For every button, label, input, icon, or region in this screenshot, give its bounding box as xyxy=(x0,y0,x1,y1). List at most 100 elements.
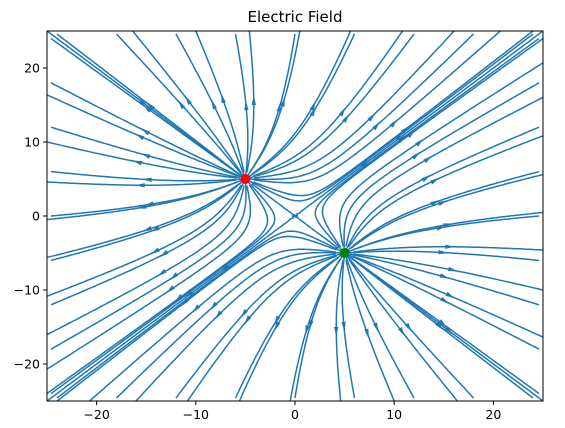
streamline-arrow xyxy=(437,200,448,206)
streamline-arrow xyxy=(210,301,218,311)
streamline xyxy=(50,181,276,395)
streamline-arrow xyxy=(372,121,380,131)
streamline-arrow xyxy=(394,132,403,141)
streamline xyxy=(250,33,475,181)
streamline xyxy=(115,251,340,399)
streamline-arrow xyxy=(187,291,196,300)
streamline-arrow xyxy=(142,226,153,232)
streamline-arrow xyxy=(251,95,256,106)
streamline-arrow xyxy=(142,177,152,182)
streamline xyxy=(50,182,247,350)
streamline-arrow xyxy=(430,200,440,207)
streamline-arrow xyxy=(169,272,179,281)
streamline-arrow xyxy=(401,125,410,134)
streamline-arrow xyxy=(157,268,167,277)
streamlines xyxy=(47,31,543,401)
x-tick-label: −20 xyxy=(83,407,109,422)
streamline-arrow xyxy=(215,310,223,320)
y-axis: −20 −10 0 10 20 xyxy=(14,61,47,372)
streamline-arrow xyxy=(444,326,453,335)
streamline-arrow xyxy=(244,315,252,325)
streamline xyxy=(254,31,456,179)
streamline-arrow xyxy=(276,102,281,112)
streamline-arrow xyxy=(192,304,201,313)
streamline-arrow xyxy=(240,309,248,319)
streamline-arrow xyxy=(166,285,175,294)
streamline-arrow xyxy=(183,289,192,298)
streamline-arrow xyxy=(137,97,146,106)
streamline-arrow xyxy=(445,291,455,299)
streamline-arrow xyxy=(430,177,440,185)
streamline-arrow xyxy=(135,133,145,141)
streamline-arrow xyxy=(415,138,424,147)
streamline xyxy=(314,37,540,251)
charges xyxy=(240,174,350,258)
streamline-arrow xyxy=(406,129,416,139)
streamline-arrow xyxy=(423,155,433,164)
streamline-arrow xyxy=(398,327,405,337)
streamline xyxy=(353,253,543,291)
streamline-arrow xyxy=(185,95,192,105)
x-tick-label: −10 xyxy=(183,407,209,422)
streamline-arrow xyxy=(338,107,346,117)
streamline xyxy=(195,31,245,173)
streamline xyxy=(134,253,336,401)
streamline-arrow xyxy=(305,325,310,335)
streamline-arrow xyxy=(221,93,226,104)
streamline-arrow xyxy=(439,273,450,279)
x-tick-label: 20 xyxy=(485,407,501,422)
streamline-arrow xyxy=(367,112,375,122)
streamline-arrow xyxy=(180,298,189,307)
y-tick-label: 0 xyxy=(32,209,40,224)
streamline-arrow xyxy=(445,244,455,249)
streamline-arrow xyxy=(436,226,446,231)
y-tick-label: −10 xyxy=(14,283,40,298)
streamline-arrow xyxy=(389,119,398,128)
streamline-arrow xyxy=(144,201,154,206)
streamline-arrow xyxy=(404,322,412,332)
streamline-arrow xyxy=(221,263,230,273)
streamline-arrow xyxy=(132,160,143,166)
streamline-arrow xyxy=(341,321,346,332)
streamline-arrow xyxy=(435,321,444,330)
streamline-arrow xyxy=(364,328,369,339)
streamline-arrow xyxy=(135,183,145,188)
streamline-arrow xyxy=(159,250,169,258)
streamline-arrow xyxy=(244,100,249,111)
streamline-arrow xyxy=(146,102,155,111)
streamline-arrow xyxy=(140,153,151,159)
x-axis: −20 −10 0 10 20 xyxy=(83,401,501,422)
streamline-arrow xyxy=(274,321,281,331)
streamline xyxy=(115,33,244,177)
streamline-arrow xyxy=(143,104,152,113)
streamline-arrow xyxy=(373,322,379,333)
streamline-arrow xyxy=(309,320,314,330)
streamline-arrow xyxy=(360,159,369,169)
streamline-arrow xyxy=(411,151,421,160)
x-tick-label: 0 xyxy=(291,407,299,422)
streamline xyxy=(249,33,534,202)
streamline-arrow xyxy=(174,293,184,303)
streamline-arrow xyxy=(438,250,448,255)
y-tick-label: 20 xyxy=(24,61,40,76)
streamline-arrow xyxy=(280,97,285,107)
streamline-arrow xyxy=(421,174,431,182)
streamline-arrow xyxy=(447,266,458,272)
streamline xyxy=(346,255,475,399)
y-tick-label: −20 xyxy=(14,357,40,372)
streamline-arrow xyxy=(150,247,160,255)
streamline xyxy=(345,259,395,401)
y-tick-label: 10 xyxy=(24,135,40,150)
chart-title: Electric Field xyxy=(248,8,343,26)
streamline-arrow xyxy=(274,315,281,326)
streamline xyxy=(56,230,341,399)
streamline-arrow xyxy=(140,128,150,136)
streamline xyxy=(47,141,237,179)
streamline-arrow xyxy=(211,99,217,110)
streamline-arrow xyxy=(150,225,160,232)
streamline-arrow xyxy=(334,326,339,337)
x-tick-label: 10 xyxy=(386,407,402,422)
red-charge-point xyxy=(240,174,251,184)
streamline-arrow xyxy=(440,296,450,304)
